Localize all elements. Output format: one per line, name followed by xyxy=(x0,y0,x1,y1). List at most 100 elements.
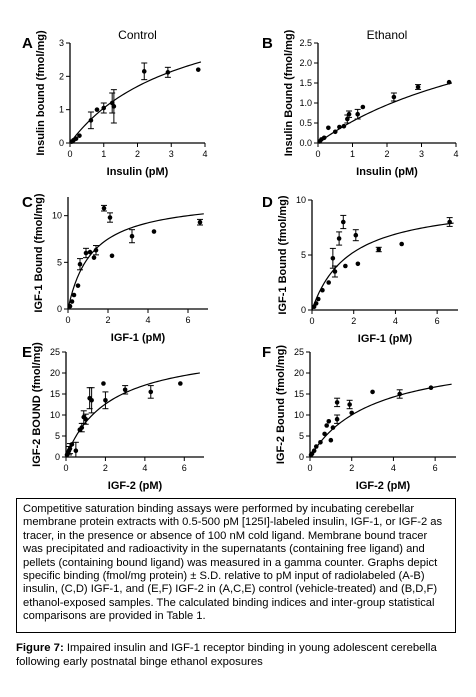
data-point xyxy=(94,107,100,112)
data-point xyxy=(111,104,117,109)
y-tick-label: 0.5 xyxy=(299,118,312,128)
x-axis-label: IGF-2 (pM) xyxy=(108,480,163,492)
chart-panel-d: D 0 2 4 6 0 5 10 IGF-1 (pM) IGF-1 Bound (fmol/mg) xyxy=(262,194,458,345)
data-point xyxy=(337,124,342,130)
figure-title-text: Impaired insulin and IGF-1 receptor bind… xyxy=(16,642,437,668)
data-point xyxy=(311,448,317,454)
y-tick-label: 0 xyxy=(299,452,304,462)
data-point xyxy=(73,448,79,454)
data-point xyxy=(165,70,171,75)
data-point xyxy=(446,79,452,85)
fit-curve xyxy=(67,213,204,310)
x-tick-label: 6 xyxy=(185,315,190,325)
y-tick-label: 10 xyxy=(50,410,60,420)
x-axis-label: Insulin (pM) xyxy=(107,166,169,178)
x-axis-label: IGF-1 (pM) xyxy=(111,332,166,344)
data-point xyxy=(141,69,147,74)
fit-curve xyxy=(65,372,200,458)
data-point xyxy=(93,247,99,253)
y-tick-label: 1.5 xyxy=(299,78,312,88)
data-point xyxy=(415,84,421,90)
x-tick-label: 6 xyxy=(435,316,440,326)
data-point xyxy=(69,299,75,304)
y-tick-label: 10 xyxy=(296,195,306,205)
x-tick-label: 1 xyxy=(101,149,106,159)
x-tick-label: 4 xyxy=(453,149,458,159)
y-tick-label: 0 xyxy=(301,305,306,315)
data-point xyxy=(370,389,375,395)
data-point xyxy=(69,442,75,447)
data-point xyxy=(391,94,397,100)
x-tick-label: 2 xyxy=(105,315,110,325)
y-tick-label: 15 xyxy=(50,389,60,399)
x-tick-label: 3 xyxy=(419,149,424,159)
x-tick-label: 6 xyxy=(182,463,187,473)
y-axis-label: IGF-1 Bound (fmol/mg) xyxy=(277,195,289,314)
data-point xyxy=(320,287,325,293)
data-point xyxy=(83,416,89,422)
y-tick-label: 10 xyxy=(294,410,304,420)
y-tick-label: 1 xyxy=(59,105,64,115)
y-tick-label: 0 xyxy=(59,138,64,148)
data-point xyxy=(376,247,382,252)
data-point xyxy=(321,135,327,141)
fit-curve xyxy=(309,383,452,458)
y-tick-label: 20 xyxy=(50,368,60,378)
x-tick-label: 0 xyxy=(63,463,68,473)
data-point xyxy=(341,123,347,129)
figure-label: Figure 7: xyxy=(16,642,64,654)
data-point xyxy=(91,255,97,260)
data-point xyxy=(346,111,352,117)
data-point xyxy=(313,301,319,306)
data-point xyxy=(195,67,201,72)
data-point xyxy=(197,219,203,225)
data-point xyxy=(334,416,340,422)
data-point xyxy=(328,437,334,443)
data-point xyxy=(73,136,79,141)
data-point xyxy=(322,431,327,437)
y-tick-label: 5 xyxy=(55,431,60,441)
data-point xyxy=(77,261,83,267)
chart-title: Ethanol xyxy=(367,28,408,42)
y-tick-label: 1.0 xyxy=(299,98,312,108)
data-point xyxy=(332,269,338,274)
y-axis-label: Insulin Bound (fmol/mg) xyxy=(283,29,295,156)
panel-letter: E xyxy=(22,344,32,361)
data-point xyxy=(311,304,317,310)
chart-panel-c: C 0 2 4 6 0 5 10 IGF-1 (pM) IGF-1 Bound (fmol/mg) xyxy=(22,193,208,344)
y-tick-label: 10 xyxy=(52,211,62,221)
y-tick-label: 25 xyxy=(50,347,60,357)
data-point xyxy=(77,133,82,138)
data-point xyxy=(324,423,329,428)
data-point xyxy=(326,125,331,131)
data-point xyxy=(340,219,346,225)
y-tick-label: 0.0 xyxy=(299,138,312,148)
y-tick-label: 5 xyxy=(299,431,304,441)
data-point xyxy=(447,219,452,225)
data-point xyxy=(332,129,338,135)
y-tick-label: 5 xyxy=(301,250,306,260)
data-point xyxy=(360,104,366,110)
x-tick-label: 2 xyxy=(135,149,140,159)
x-tick-label: 4 xyxy=(202,149,207,159)
y-axis-label: IGF-1 Bound (fmol/mg) xyxy=(33,193,45,312)
x-tick-label: 0 xyxy=(315,149,320,159)
y-tick-label: 5 xyxy=(57,257,62,267)
x-tick-label: 0 xyxy=(309,316,314,326)
data-point xyxy=(89,398,94,403)
panel-letter: B xyxy=(262,35,273,52)
data-point xyxy=(397,391,402,397)
legend-text: Competitive saturation binding assays we… xyxy=(23,503,443,623)
data-point xyxy=(87,249,93,255)
data-point xyxy=(148,389,154,395)
x-tick-label: 4 xyxy=(393,316,398,326)
panel-letter: C xyxy=(22,194,33,211)
data-point xyxy=(399,241,404,247)
data-point xyxy=(347,402,352,407)
data-point xyxy=(326,280,331,285)
data-point xyxy=(101,205,107,211)
y-tick-label: 2.0 xyxy=(299,58,312,68)
data-point xyxy=(326,419,332,424)
data-point xyxy=(343,263,348,269)
